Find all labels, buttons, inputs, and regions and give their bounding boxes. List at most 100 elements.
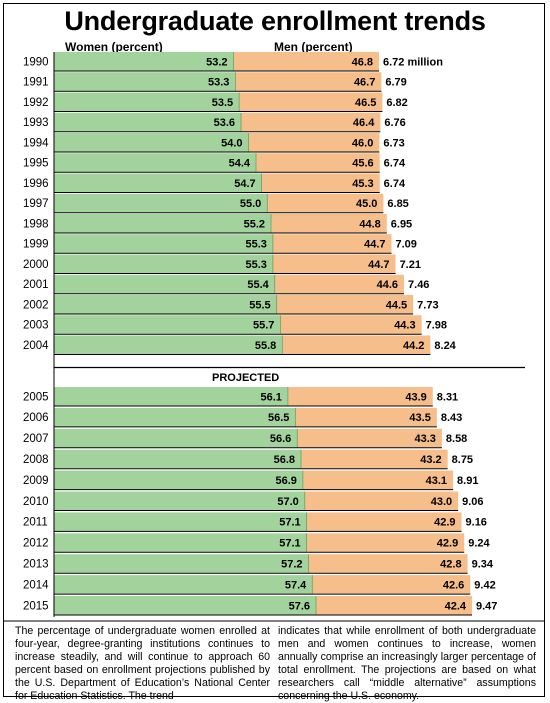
women-bar-2006 bbox=[54, 407, 296, 427]
total-value-1990: 6.72 million bbox=[383, 56, 443, 68]
chart-frame bbox=[3, 3, 545, 697]
year-label-1992: 1992 bbox=[23, 97, 49, 109]
men-bar-2004 bbox=[282, 335, 431, 354]
women-value-1993: 53.6 bbox=[214, 117, 235, 129]
year-label-1997: 1997 bbox=[23, 198, 49, 210]
bar-row-2001: 2001 55.4 44.6 7.46 bbox=[23, 274, 429, 295]
year-label-2002: 2002 bbox=[23, 299, 49, 311]
women-value-2000: 55.3 bbox=[245, 259, 266, 271]
women-bar-2014 bbox=[54, 575, 313, 594]
women-value-2009: 56.9 bbox=[275, 475, 296, 487]
bar-row-2005: 2005 56.1 43.9 8.31 bbox=[23, 387, 458, 407]
men-value-2009: 43.1 bbox=[426, 475, 447, 487]
women-value-1996: 54.7 bbox=[234, 178, 255, 190]
women-bar-2002 bbox=[54, 295, 277, 314]
year-label-2000: 2000 bbox=[23, 259, 49, 271]
men-value-2015: 42.4 bbox=[445, 600, 467, 612]
year-label-2009: 2009 bbox=[23, 475, 49, 487]
bar-row-2003: 2003 55.7 44.3 7.98 bbox=[23, 315, 447, 335]
year-label-1999: 1999 bbox=[23, 239, 49, 251]
men-bar-2000 bbox=[272, 254, 396, 273]
women-bar-1991 bbox=[54, 72, 236, 91]
women-bar-1998 bbox=[54, 214, 271, 233]
men-value-2007: 43.3 bbox=[414, 433, 435, 445]
men-bar-2011 bbox=[306, 512, 462, 531]
total-value-2001: 7.46 bbox=[408, 279, 429, 291]
men-value-2000: 44.7 bbox=[368, 259, 389, 271]
women-bar-2007 bbox=[54, 428, 298, 448]
women-value-2008: 56.8 bbox=[274, 454, 295, 466]
women-bar-2000 bbox=[54, 254, 273, 273]
women-bar-1995 bbox=[54, 153, 256, 172]
men-value-2002: 44.5 bbox=[386, 299, 407, 311]
bar-row-2009: 2009 56.9 43.1 8.91 bbox=[23, 470, 478, 491]
bar-row-2006: 2006 56.5 43.5 8.43 bbox=[23, 407, 462, 428]
men-value-1991: 46.7 bbox=[354, 77, 375, 89]
women-bar-2009 bbox=[54, 470, 303, 490]
women-value-1990: 53.2 bbox=[206, 56, 227, 68]
year-label-2012: 2012 bbox=[23, 538, 49, 550]
year-label-2008: 2008 bbox=[23, 454, 49, 466]
men-value-1992: 46.5 bbox=[355, 97, 376, 109]
men-value-2013: 42.8 bbox=[440, 558, 461, 570]
men-bar-1992 bbox=[239, 92, 383, 111]
men-value-2001: 44.6 bbox=[377, 279, 398, 291]
men-value-1993: 46.4 bbox=[353, 117, 375, 129]
women-bar-2008 bbox=[54, 449, 301, 469]
men-bar-2005 bbox=[287, 387, 433, 406]
women-value-2015: 57.6 bbox=[289, 600, 310, 612]
women-bar-1997 bbox=[54, 193, 268, 213]
year-label-1995: 1995 bbox=[23, 158, 49, 170]
men-bar-2001 bbox=[274, 274, 405, 294]
chart-title: Undergraduate enrollment trends bbox=[64, 6, 486, 36]
total-value-2008: 8.75 bbox=[452, 454, 473, 466]
women-bar-1992 bbox=[54, 92, 240, 111]
year-label-1996: 1996 bbox=[23, 178, 49, 190]
total-value-2011: 9.16 bbox=[466, 517, 487, 529]
bar-row-1992: 1992 53.5 46.5 6.82 bbox=[23, 92, 408, 112]
men-bar-2010 bbox=[304, 491, 459, 510]
year-label-2014: 2014 bbox=[23, 579, 49, 591]
bar-row-1993: 1993 53.6 46.4 6.76 bbox=[23, 112, 406, 133]
women-bar-1990 bbox=[54, 52, 234, 71]
total-value-1993: 6.76 bbox=[384, 117, 405, 129]
men-bar-2013 bbox=[308, 554, 468, 573]
total-value-2009: 8.91 bbox=[457, 475, 478, 487]
men-bar-2003 bbox=[280, 315, 422, 334]
bar-row-1995: 1995 54.4 45.6 6.74 bbox=[23, 153, 406, 173]
projected-label: PROJECTED bbox=[212, 372, 279, 384]
women-value-1992: 53.5 bbox=[212, 97, 233, 109]
women-value-1991: 53.3 bbox=[208, 77, 229, 89]
men-value-2005: 43.9 bbox=[405, 391, 426, 403]
total-value-2000: 7.21 bbox=[400, 259, 421, 271]
year-label-1993: 1993 bbox=[23, 117, 49, 129]
bar-row-2013: 2013 57.2 42.8 9.34 bbox=[23, 554, 494, 574]
men-value-2010: 43.0 bbox=[431, 496, 452, 508]
women-bar-1999 bbox=[54, 234, 273, 253]
men-bar-1996 bbox=[261, 173, 380, 192]
men-value-1990: 46.8 bbox=[352, 56, 373, 68]
total-value-1999: 7.09 bbox=[396, 239, 417, 251]
total-value-1996: 6.74 bbox=[384, 178, 406, 190]
women-value-1994: 54.0 bbox=[221, 137, 242, 149]
men-value-2003: 44.3 bbox=[394, 320, 415, 332]
men-value-2012: 42.9 bbox=[437, 538, 458, 550]
men-bar-2008 bbox=[301, 449, 448, 469]
women-bar-1996 bbox=[54, 173, 262, 192]
men-bar-2007 bbox=[297, 428, 442, 448]
year-label-2001: 2001 bbox=[23, 279, 49, 291]
men-bar-1999 bbox=[272, 234, 392, 253]
total-value-2014: 9.42 bbox=[474, 579, 495, 591]
total-value-2002: 7.73 bbox=[417, 299, 438, 311]
women-bar-2005 bbox=[54, 387, 288, 406]
women-value-2002: 55.5 bbox=[249, 299, 270, 311]
bar-row-2015: 2015 57.6 42.4 9.47 bbox=[23, 596, 497, 616]
total-value-1997: 6.85 bbox=[387, 198, 408, 210]
total-value-2004: 8.24 bbox=[434, 340, 456, 352]
year-label-1998: 1998 bbox=[23, 218, 49, 230]
footer-text-right: indicates that while enrollment of both … bbox=[278, 625, 536, 702]
bar-row-1991: 1991 53.3 46.7 6.79 bbox=[23, 72, 407, 92]
men-bar-1991 bbox=[235, 72, 382, 91]
year-label-2006: 2006 bbox=[23, 412, 49, 424]
